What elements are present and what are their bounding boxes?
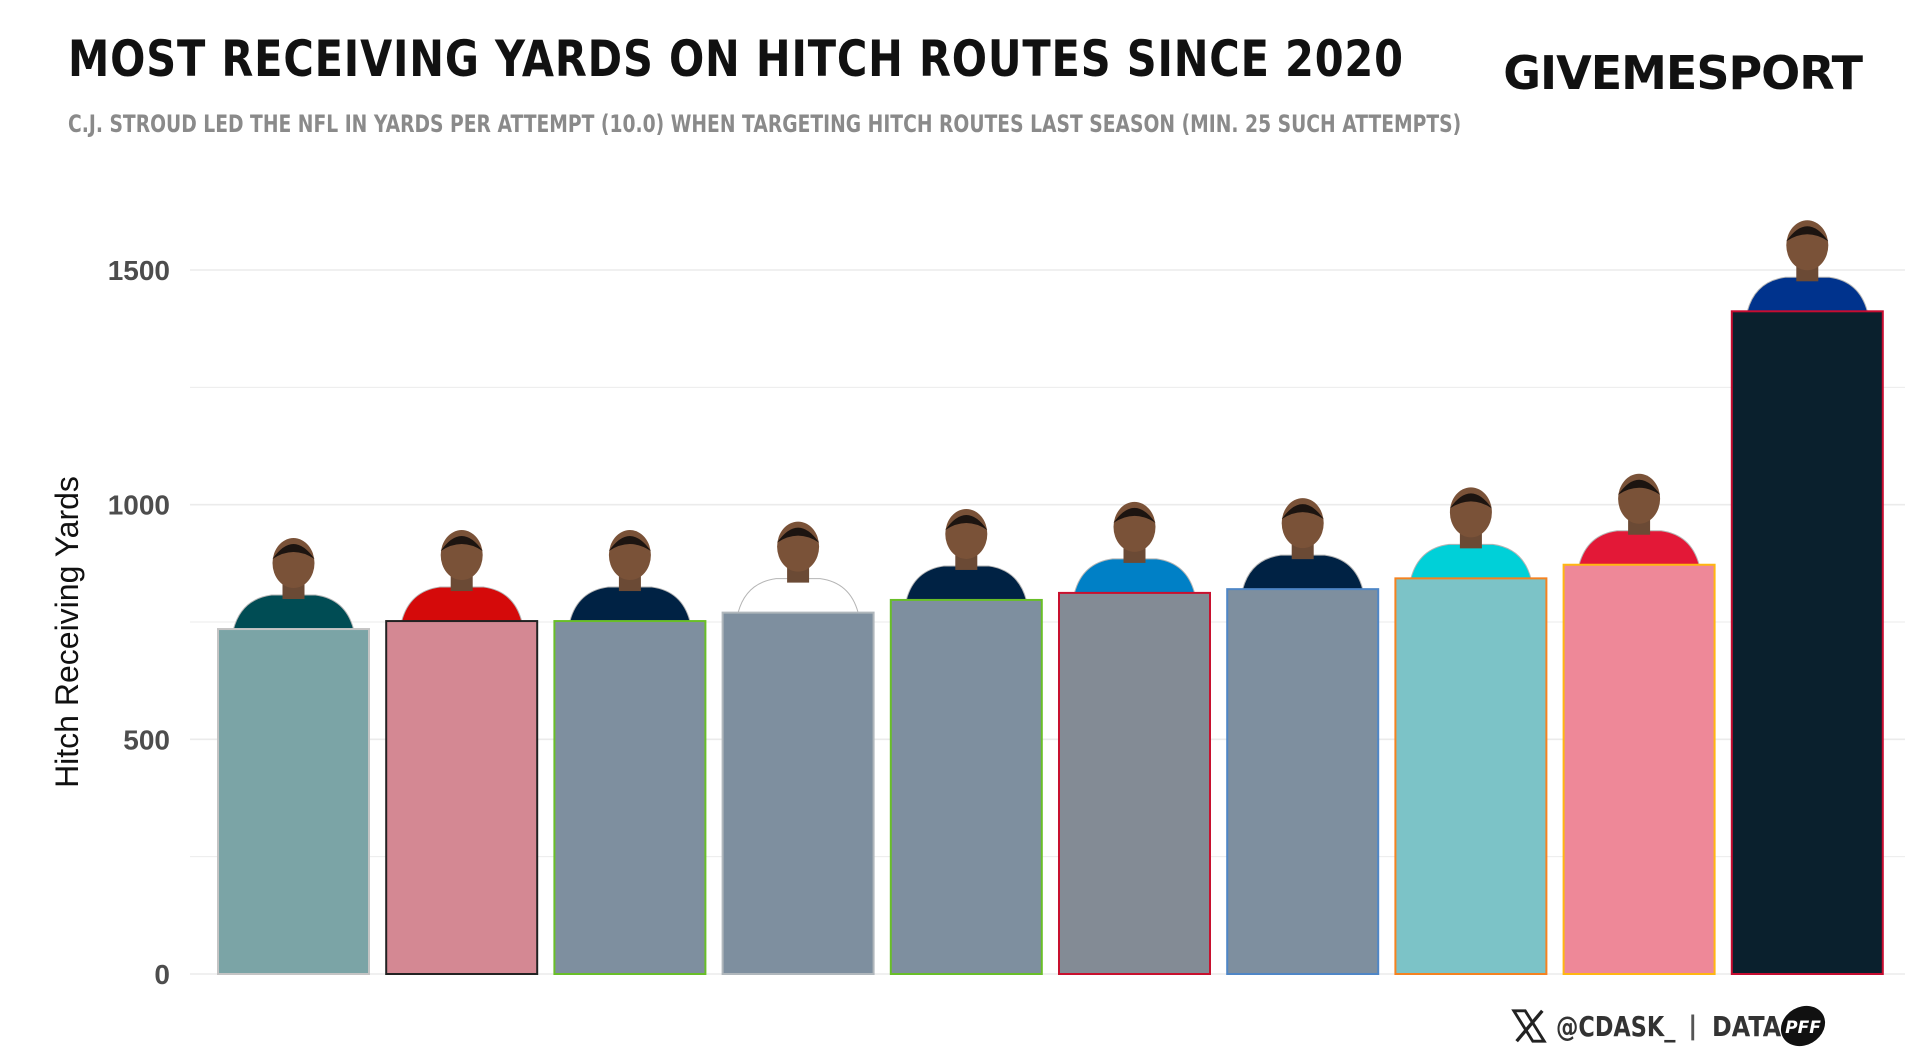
player-photo-icon (1242, 498, 1364, 590)
bar (1394, 577, 1548, 975)
chart-title: MOST RECEIVING YARDS ON HITCH ROUTES SIN… (68, 30, 1404, 88)
svg-text:PFF: PFF (1785, 1018, 1821, 1038)
player-photo-icon (1578, 473, 1700, 566)
y-axis-label: Hitch Receiving Yards (49, 476, 85, 788)
y-tick-label: 1000 (108, 490, 170, 521)
pff-logo-icon: PFF (1780, 1005, 1825, 1047)
player-photo-icon (569, 530, 691, 622)
author-handle: @CDASK_ (1556, 1009, 1676, 1043)
credit-separator: | (1688, 1011, 1698, 1041)
bar (385, 620, 539, 975)
bar (1226, 588, 1380, 975)
y-tick-label: 500 (123, 724, 170, 755)
bar (889, 598, 1043, 975)
player-photo-icon (1746, 220, 1868, 312)
bar (1562, 563, 1716, 975)
bar (1730, 310, 1884, 975)
player-photo-icon (232, 538, 355, 630)
x-logo-icon (1511, 1009, 1547, 1043)
bar (553, 620, 707, 975)
player-photo-icon (905, 508, 1027, 601)
data-source-label: DATA (1711, 1009, 1781, 1043)
y-tick-label: 0 (154, 959, 170, 990)
chart-subtitle: C.J. STROUD LED THE NFL IN YARDS PER ATT… (68, 110, 1462, 138)
brand-logo: GIVEMESPORT (1503, 46, 1863, 100)
player-photo-icon (737, 521, 859, 614)
bar-chart: 0 500 1000 1500 Hitch Receiving Yards (49, 220, 1905, 990)
y-tick-label: 1500 (108, 255, 170, 286)
bar (1058, 591, 1211, 975)
player-photo-icon (401, 530, 523, 622)
player-photo-icon (1073, 501, 1196, 594)
bar (721, 611, 875, 975)
bar (217, 628, 370, 975)
player-photo-icon (1410, 487, 1532, 579)
credit-line: @CDASK_ | DATA PFF (1510, 1004, 1828, 1048)
